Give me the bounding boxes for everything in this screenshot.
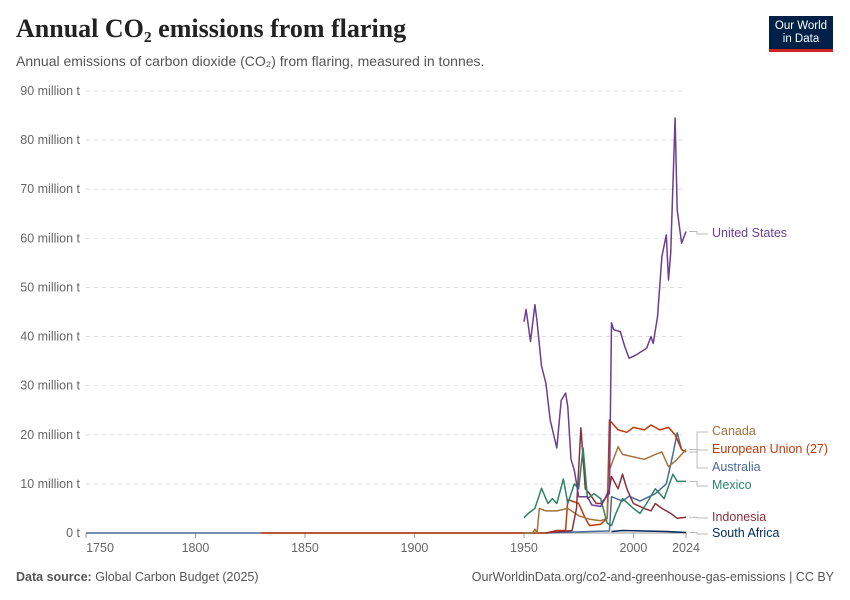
y-tick-label: 80 million t	[20, 133, 80, 147]
chart-subtitle: Annual emissions of carbon dioxide (CO₂)…	[16, 53, 485, 69]
y-tick-label: 30 million t	[20, 379, 80, 393]
label-connector	[689, 532, 708, 535]
y-tick-label: 70 million t	[20, 182, 80, 196]
y-tick-label: 60 million t	[20, 231, 80, 245]
label-connector	[689, 516, 708, 519]
series-label-mexico[interactable]: Mexico	[712, 478, 752, 492]
series-line-indonesia	[545, 427, 687, 534]
x-tick-label: 1750	[86, 541, 114, 555]
y-tick-label: 40 million t	[20, 330, 80, 344]
series-label-indonesia[interactable]: Indonesia	[712, 510, 767, 524]
series-label-eu[interactable]: European Union (27)	[712, 442, 829, 456]
series-label-canada[interactable]: Canada	[712, 424, 756, 438]
series-label-united-states[interactable]: United States	[712, 226, 788, 240]
label-connector	[689, 451, 708, 469]
chart-title: Annual CO₂ emissions from flaring	[16, 14, 407, 43]
x-tick-label: 1900	[401, 541, 429, 555]
label-connector	[689, 431, 708, 450]
footer-url[interactable]: OurWorldinData.org/co2-and-greenhouse-ga…	[471, 570, 834, 584]
series-label-south-africa[interactable]: South Africa	[712, 526, 780, 540]
source-link[interactable]: Global Carbon Budget (2025)	[95, 570, 259, 584]
x-tick-label: 2000	[620, 541, 648, 555]
y-tick-label: 90 million t	[20, 84, 80, 98]
series-label-australia[interactable]: Australia	[712, 460, 761, 474]
label-connector	[689, 231, 708, 235]
owid-logo[interactable]: Our World in Data	[769, 16, 833, 52]
y-tick-label: 10 million t	[20, 477, 80, 491]
series-line-australia	[86, 432, 687, 534]
series-line-united-states	[523, 117, 687, 508]
x-tick-label: 2024	[672, 541, 700, 555]
x-tick-label: 1800	[182, 541, 210, 555]
series-line-canada	[524, 445, 687, 534]
x-tick-label: 1850	[291, 541, 319, 555]
y-tick-label: 50 million t	[20, 280, 80, 294]
x-tick-label: 1950	[510, 541, 538, 555]
label-connector	[689, 480, 708, 487]
y-tick-label: 0 t	[66, 526, 80, 540]
series-line-south-africa	[611, 529, 687, 534]
y-tick-label: 20 million t	[20, 428, 80, 442]
series-line-mexico	[523, 447, 686, 527]
series-line-european-union-	[261, 419, 687, 534]
data-source: Data source: Global Carbon Budget (2025)	[16, 570, 259, 584]
